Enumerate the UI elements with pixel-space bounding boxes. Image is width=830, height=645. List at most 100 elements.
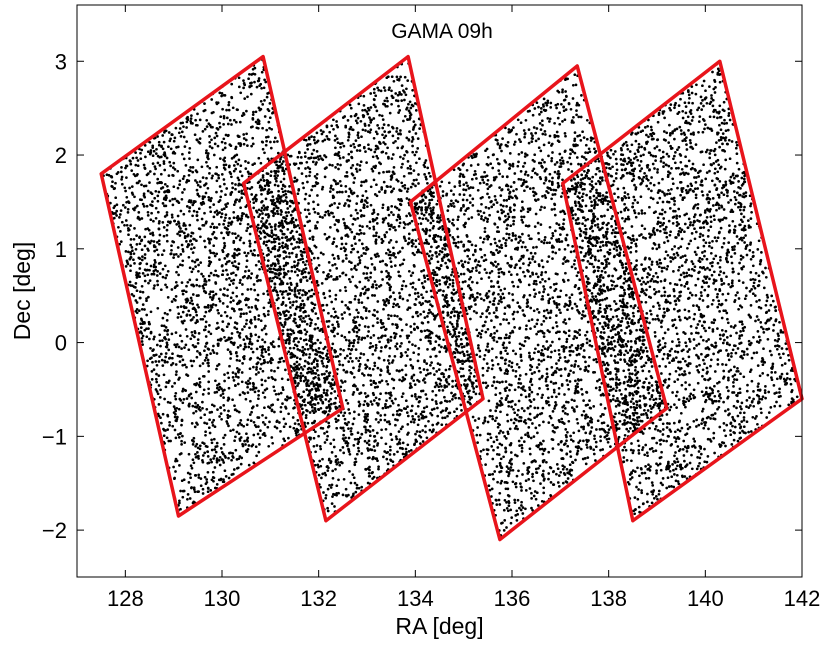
data-point <box>230 458 233 462</box>
data-point <box>226 288 229 292</box>
data-point <box>224 262 228 266</box>
data-point <box>347 347 351 351</box>
data-point <box>297 189 301 192</box>
data-point <box>227 376 231 380</box>
data-point <box>163 264 167 268</box>
data-point <box>377 465 380 469</box>
data-point <box>176 246 180 249</box>
data-point <box>384 251 388 255</box>
data-point <box>160 253 164 257</box>
data-point <box>383 89 387 92</box>
data-point <box>227 424 230 428</box>
data-point <box>194 118 197 122</box>
data-point <box>337 461 340 464</box>
data-point <box>349 280 352 284</box>
data-point <box>327 261 331 264</box>
data-point <box>223 257 227 260</box>
data-point <box>263 348 267 351</box>
data-point <box>198 118 202 122</box>
data-point <box>206 358 210 362</box>
data-point <box>293 376 297 379</box>
data-point <box>253 288 257 292</box>
data-point <box>225 205 228 209</box>
data-point <box>154 152 158 155</box>
data-point <box>341 260 345 263</box>
data-point <box>355 232 359 236</box>
data-point <box>228 283 232 287</box>
data-point <box>342 156 345 159</box>
data-point <box>413 292 417 295</box>
data-point <box>302 186 305 190</box>
data-point <box>263 327 266 330</box>
data-point <box>172 161 176 165</box>
data-point <box>282 325 285 329</box>
data-point <box>328 289 332 293</box>
data-point <box>264 379 267 383</box>
data-point <box>438 382 442 386</box>
data-point <box>291 216 295 220</box>
data-point <box>421 414 424 418</box>
data-point <box>262 204 266 207</box>
data-point <box>367 471 371 475</box>
data-point <box>383 142 387 146</box>
data-point <box>182 157 186 161</box>
data-point <box>220 140 224 144</box>
data-point <box>384 216 388 220</box>
data-point <box>431 423 435 427</box>
data-point <box>367 309 371 313</box>
data-point <box>166 400 170 404</box>
data-point <box>176 232 179 236</box>
data-point <box>130 246 134 249</box>
data-point <box>372 379 376 383</box>
data-point <box>318 459 322 463</box>
data-point <box>288 332 292 336</box>
data-point <box>170 213 174 217</box>
data-point <box>158 272 162 275</box>
data-point <box>252 461 256 465</box>
data-point <box>212 437 216 441</box>
data-point <box>160 144 163 148</box>
data-point <box>420 269 423 273</box>
data-point <box>343 285 347 289</box>
data-point <box>280 199 283 202</box>
data-point <box>242 79 245 82</box>
data-point <box>311 421 314 425</box>
data-point <box>249 172 253 176</box>
data-point <box>293 380 297 384</box>
data-point <box>206 164 209 168</box>
data-point <box>269 250 273 254</box>
data-point <box>157 384 161 387</box>
data-point <box>345 423 349 427</box>
data-point <box>202 224 206 227</box>
data-point <box>234 120 238 124</box>
data-point <box>136 181 140 185</box>
data-point <box>157 143 161 147</box>
data-point <box>377 336 380 340</box>
data-point <box>215 134 219 138</box>
data-point <box>195 138 199 142</box>
data-point <box>260 348 264 352</box>
data-point <box>312 384 316 388</box>
data-point <box>412 264 416 267</box>
data-point <box>182 397 186 401</box>
data-point <box>179 209 183 213</box>
data-point <box>333 390 337 393</box>
data-point <box>359 294 362 297</box>
data-point <box>429 342 432 345</box>
data-point <box>300 403 304 407</box>
data-point <box>175 270 178 274</box>
data-point <box>246 418 250 422</box>
data-point <box>305 279 309 282</box>
data-point <box>292 406 295 410</box>
data-point <box>351 494 355 497</box>
data-point <box>253 72 257 76</box>
data-point <box>394 92 398 95</box>
data-point <box>307 384 311 388</box>
data-point <box>435 314 438 317</box>
data-point <box>278 311 281 315</box>
data-point <box>208 249 212 252</box>
data-point <box>239 183 243 187</box>
data-point <box>330 483 334 487</box>
data-point <box>318 329 322 332</box>
data-point <box>260 86 263 90</box>
